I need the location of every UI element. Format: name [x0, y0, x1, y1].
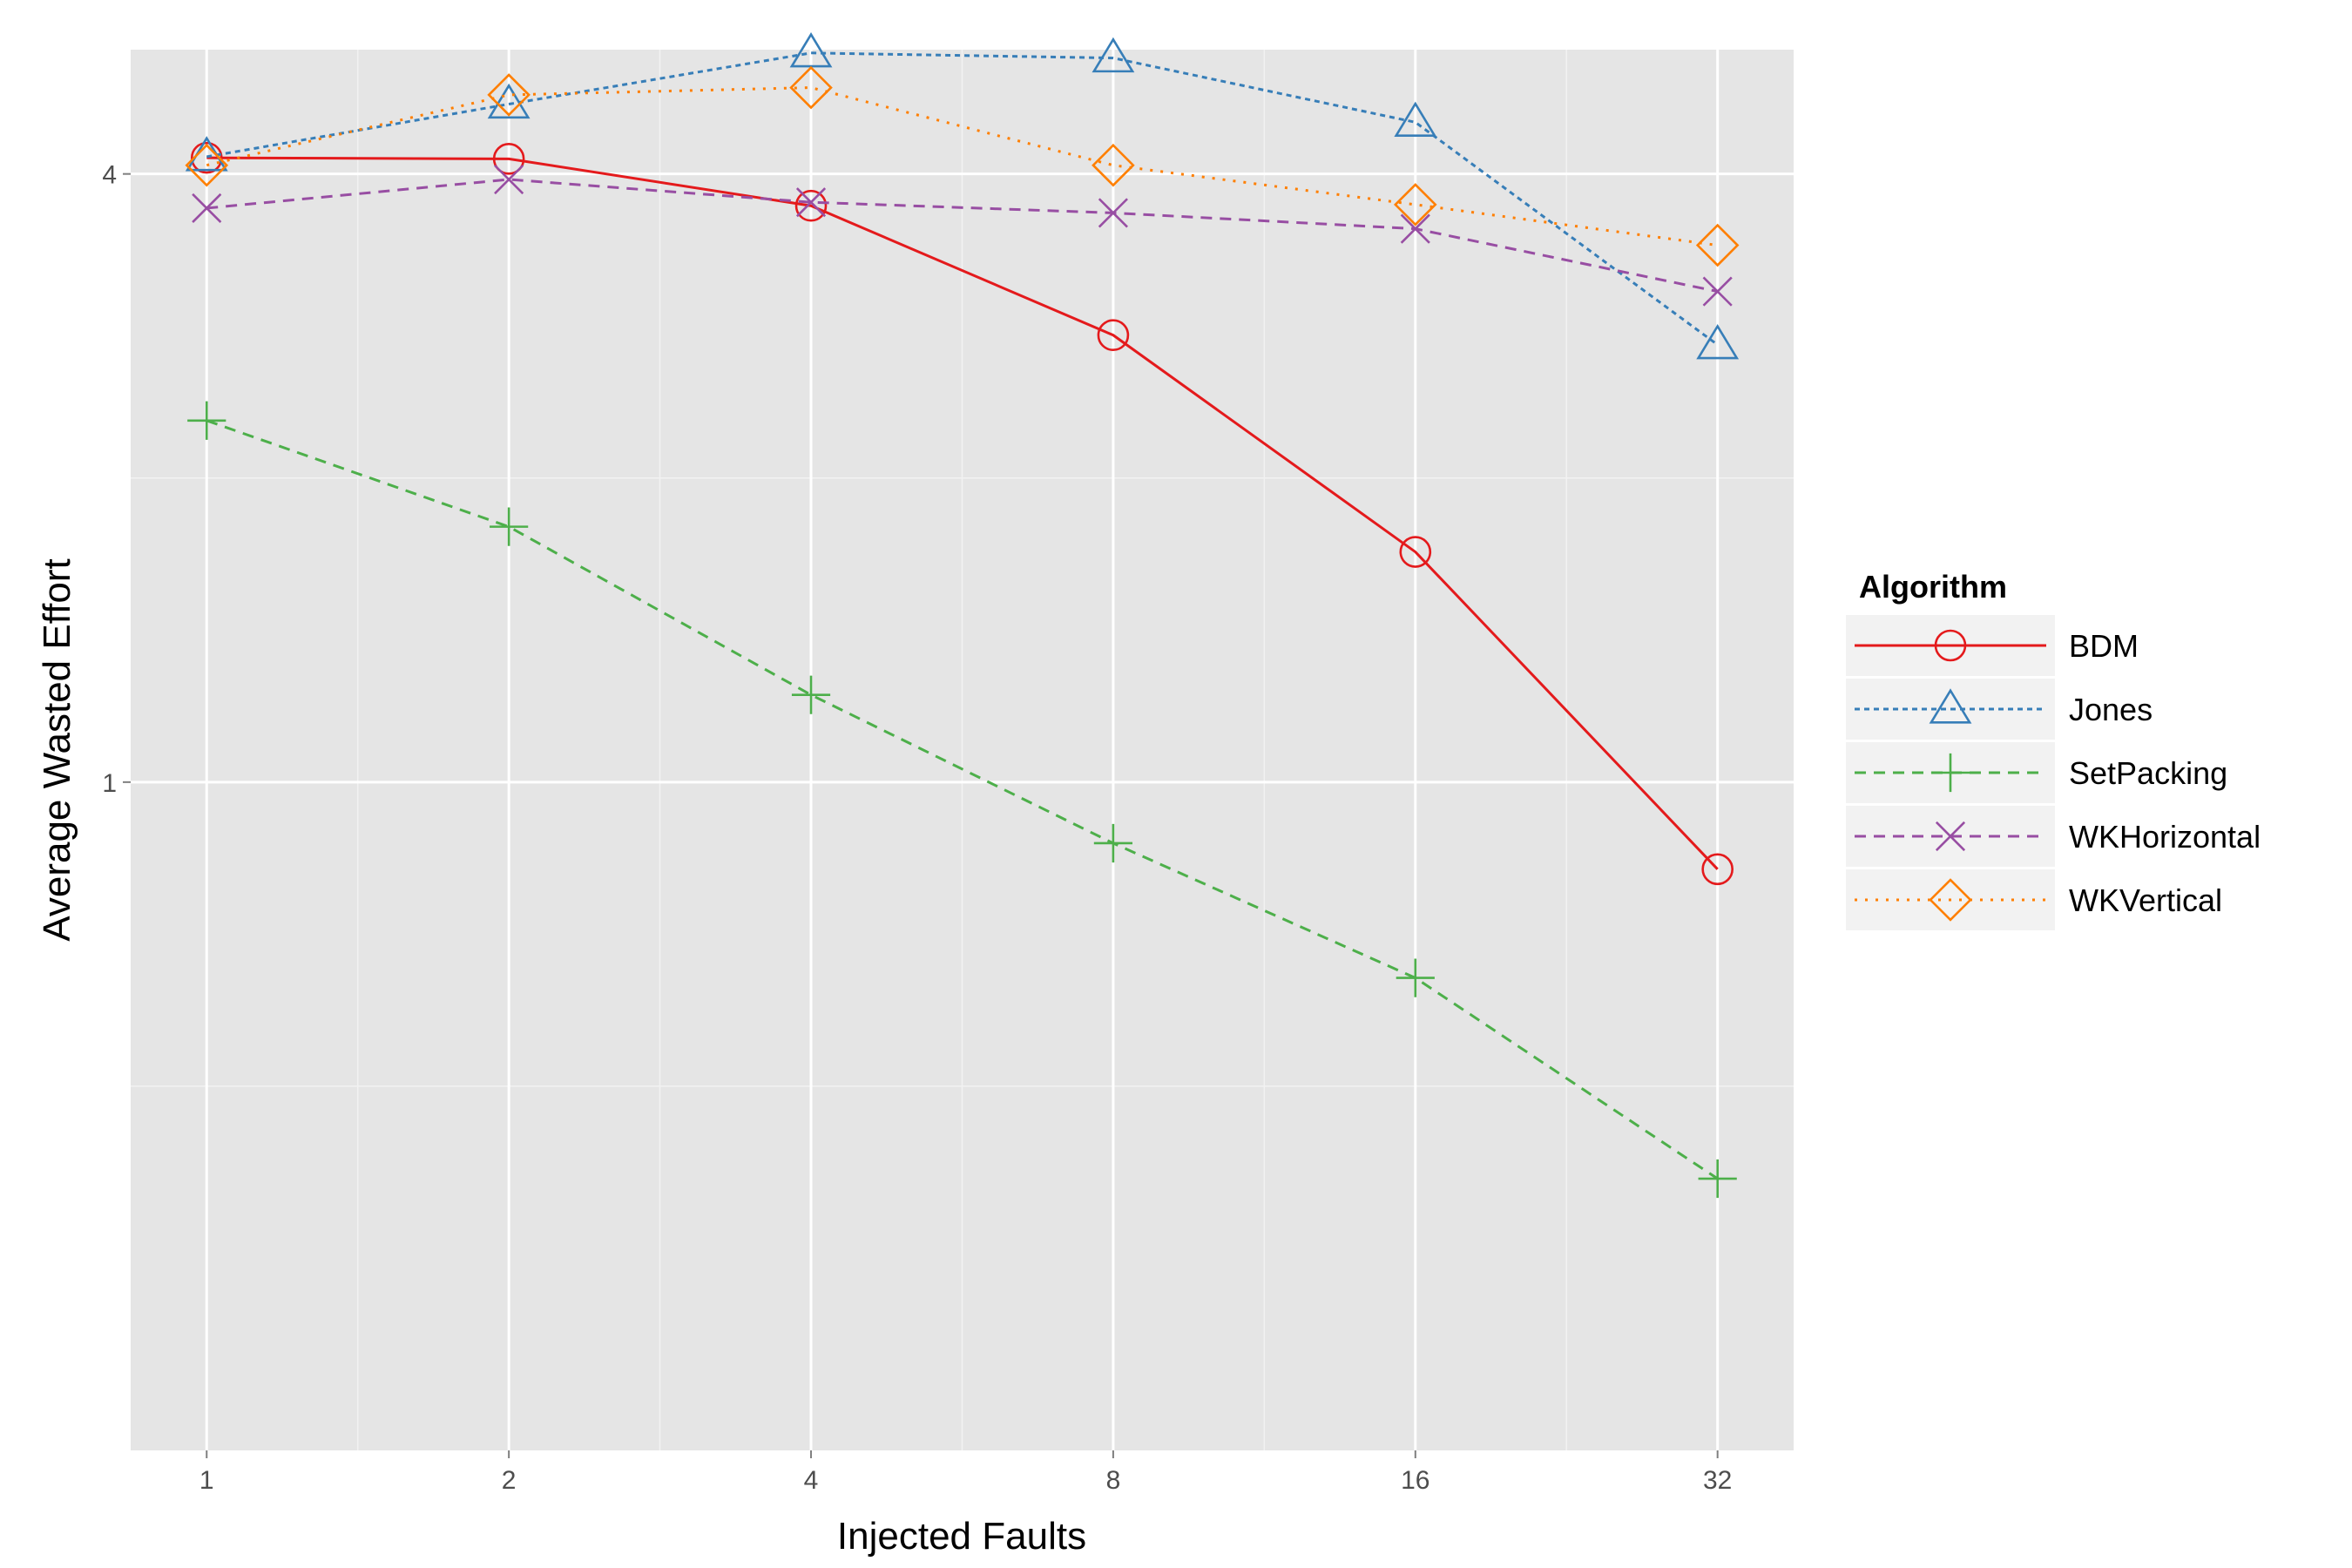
y-tick-label: 1 — [102, 769, 117, 798]
legend-key-marker — [1934, 629, 1967, 662]
legend-item-setpacking: SetPacking — [1846, 742, 2227, 803]
data-point-setpacking — [187, 401, 226, 440]
legend-item-wkhorizontal: WKHorizontal — [1846, 806, 2261, 867]
legend-key-marker — [1929, 688, 1972, 724]
x-tick-label: 2 — [502, 1466, 517, 1495]
data-point-jones — [1394, 101, 1437, 137]
data-point-jones — [487, 83, 531, 119]
series-wkvertical — [185, 65, 1740, 267]
data-point-bdm — [1097, 319, 1130, 352]
data-point-setpacking — [490, 507, 529, 546]
series-setpacking — [187, 401, 1737, 1199]
series-layer — [185, 32, 1740, 1199]
data-point-wkvertical — [789, 65, 833, 110]
series-bdm — [190, 141, 1734, 886]
data-point-wkhorizontal — [1098, 198, 1128, 228]
y-axis-title: Average Wasted Effort — [36, 558, 78, 941]
legend-label: Jones — [2069, 692, 2153, 727]
data-point-bdm — [492, 143, 525, 175]
data-point-wkvertical — [185, 143, 229, 187]
legend-key-marker — [1930, 753, 1970, 793]
x-tick-label: 1 — [199, 1466, 214, 1495]
legend-label: WKVertical — [2069, 882, 2222, 918]
axis-ticks — [123, 172, 1719, 1458]
data-point-bdm — [190, 141, 223, 174]
data-point-wkhorizontal — [1702, 276, 1733, 307]
y-tick-labels: 14 — [102, 161, 117, 798]
x-axis-title: Injected Faults — [837, 1515, 1086, 1558]
y-tick-label: 4 — [102, 161, 117, 190]
legend-item-wkvertical: WKVertical — [1846, 869, 2222, 930]
data-point-wkvertical — [1092, 143, 1135, 187]
data-point-wkvertical — [487, 73, 531, 117]
data-point-setpacking — [1396, 958, 1435, 997]
series-line-jones — [206, 51, 1719, 346]
legend-label: SetPacking — [2069, 755, 2227, 791]
data-point-wkhorizontal — [795, 187, 827, 218]
data-point-jones — [1092, 37, 1135, 73]
legend-label: WKHorizontal — [2069, 819, 2261, 855]
x-tick-label: 8 — [1106, 1466, 1121, 1495]
data-point-wkhorizontal — [1400, 213, 1430, 244]
data-point-bdm — [1399, 536, 1432, 568]
data-point-bdm — [794, 189, 828, 222]
series-line-bdm — [206, 156, 1719, 870]
legend-label: BDM — [2069, 628, 2139, 664]
legend: Algorithm BDM Jones SetPacking WKHorizontal… — [1846, 569, 2261, 930]
legend-key-marker — [1929, 878, 1972, 922]
data-point-setpacking — [791, 675, 831, 714]
data-point-setpacking — [1698, 1159, 1737, 1199]
legend-title: Algorithm — [1859, 569, 2007, 605]
data-point-wkvertical — [1695, 223, 1740, 267]
x-tick-label: 16 — [1401, 1466, 1429, 1495]
data-point-jones — [1696, 323, 1740, 360]
minor-gridlines — [131, 50, 1794, 1450]
data-point-setpacking — [1093, 823, 1133, 863]
series-line-setpacking — [206, 419, 1719, 1180]
series-line-wkhorizontal — [206, 178, 1718, 294]
series-wkhorizontal — [192, 164, 1733, 307]
x-tick-label: 4 — [804, 1466, 819, 1495]
x-tick-labels: 1 2 4 8 16 32 — [199, 1466, 1732, 1495]
data-point-wkvertical — [1394, 183, 1437, 226]
data-point-wkhorizontal — [192, 193, 222, 224]
x-tick-label: 32 — [1703, 1466, 1732, 1495]
major-gridlines — [131, 50, 1794, 1450]
legend-item-jones: Jones — [1846, 679, 2153, 740]
legend-key-marker — [1935, 821, 1966, 852]
data-point-bdm — [1701, 853, 1734, 886]
data-point-wkhorizontal — [494, 164, 524, 195]
legend-item-bdm: BDM — [1846, 615, 2139, 676]
